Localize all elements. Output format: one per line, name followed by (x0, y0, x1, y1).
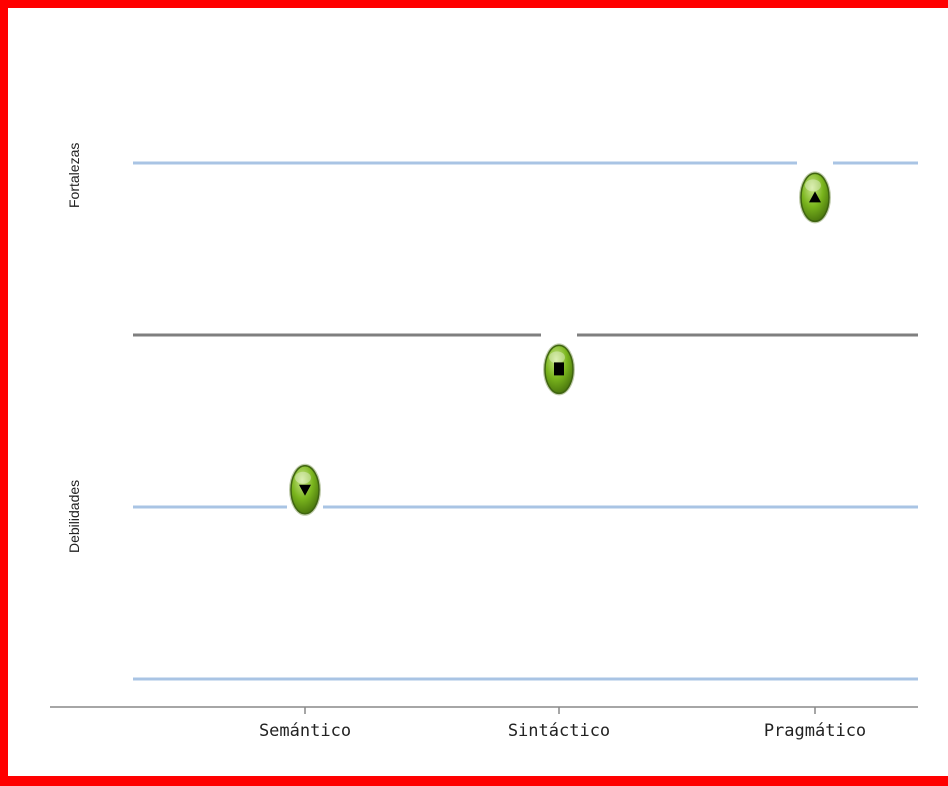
up-triangle-icon (809, 191, 821, 203)
data-point-up-triangle (799, 171, 831, 224)
x-tick-label: Sintáctico (508, 721, 610, 741)
data-point-down-triangle (289, 463, 321, 516)
side-label-bottom: Debilidades (66, 480, 82, 553)
marker-highlight (805, 179, 821, 192)
marker-highlight (549, 351, 565, 364)
x-tick-label: Pragmático (764, 721, 866, 741)
marker-highlight (295, 471, 311, 484)
square-icon (554, 362, 564, 376)
x-tick-label: Semántico (259, 721, 351, 741)
side-labels: Fortalezas Debilidades (66, 143, 82, 553)
data-point-square (543, 343, 575, 396)
down-triangle-icon (299, 484, 311, 496)
data-points (289, 171, 831, 516)
side-label-top: Fortalezas (66, 143, 82, 208)
x-axis-ticks: Semántico Sintáctico Pragmático (259, 707, 866, 741)
reference-lines (133, 161, 918, 681)
